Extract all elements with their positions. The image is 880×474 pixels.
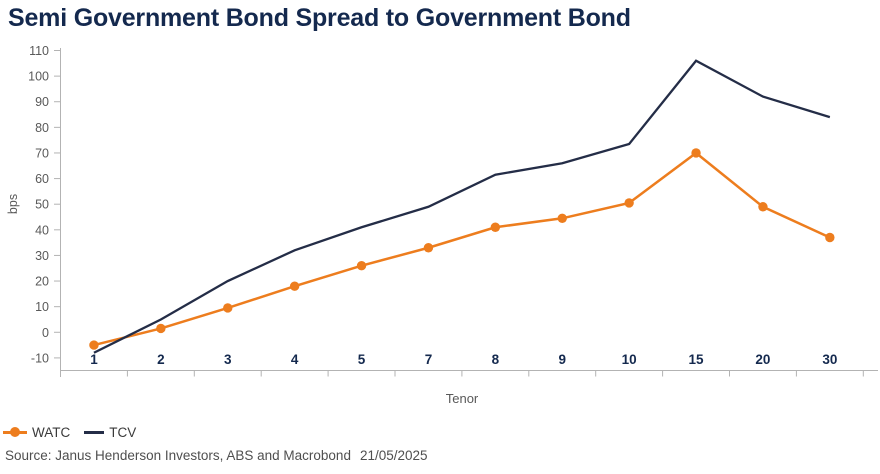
- y-tick-label-30: 30: [35, 249, 49, 263]
- legend-label-tcv: TCV: [109, 424, 137, 440]
- y-tick-label-10: 10: [35, 300, 49, 314]
- watc-line: [93, 151, 831, 347]
- x-tick-label-2: 2: [157, 352, 165, 367]
- watc-point-15: [691, 148, 701, 158]
- y-tick-label-20: 20: [35, 275, 49, 289]
- watc-point-9: [557, 213, 567, 223]
- y-tick-label-110: 110: [29, 44, 49, 58]
- watc-line-dot-icon: [3, 427, 27, 437]
- y-axis-title: bps: [6, 194, 20, 214]
- source-attribution: Source: Janus Henderson Investors, ABS a…: [5, 448, 428, 463]
- y-tick-label-80: 80: [35, 121, 49, 135]
- x-tick-label-8: 8: [492, 352, 500, 367]
- y-tick-label-60: 60: [35, 172, 49, 186]
- x-tick-label-15: 15: [689, 352, 705, 367]
- chart-legend: WATC TCV: [3, 423, 136, 441]
- x-tick-label-10: 10: [622, 352, 637, 367]
- watc-point-20: [758, 202, 768, 212]
- tcv-line-icon: [84, 430, 105, 434]
- chart-dynamic-layer: -10 0 10 20 30 40 50 60 70 80 90 100 110 1 2 3 4 5 7 8 9 10 15…: [28, 44, 864, 377]
- x-tick-label-4: 4: [291, 352, 299, 367]
- watc-point-3: [223, 303, 233, 313]
- y-tick-label-40: 40: [35, 223, 49, 237]
- chart-title: Semi Government Bond Spread to Governmen…: [8, 4, 631, 32]
- watc-dot-icon: [10, 427, 20, 437]
- y-tick-label-70: 70: [35, 146, 49, 160]
- watc-point-7: [423, 243, 434, 253]
- y-tick-label-100: 100: [28, 70, 49, 84]
- watc-point-10: [624, 198, 634, 208]
- x-tick-label-9: 9: [558, 352, 566, 367]
- y-tick-label-0: 0: [42, 326, 49, 340]
- legend-label-watc: WATC: [32, 424, 71, 440]
- y-tick-label-90: 90: [35, 95, 49, 109]
- tcv-line: [93, 59, 831, 354]
- y-tick-label-50: 50: [35, 198, 49, 212]
- watc-point-5: [356, 260, 367, 271]
- x-tick-label-7: 7: [425, 352, 433, 367]
- source-text: Source: Janus Henderson Investors, ABS a…: [5, 448, 351, 463]
- watc-point-1: [89, 340, 99, 350]
- y-tick-label--10: -10: [31, 351, 49, 365]
- x-tick-label-30: 30: [822, 352, 837, 367]
- x-tick-label-5: 5: [358, 352, 366, 367]
- watc-point-4: [289, 281, 300, 291]
- x-tick-label-1: 1: [90, 352, 98, 367]
- x-axis-title: Tenor: [446, 391, 479, 406]
- watc-point-2: [156, 323, 166, 334]
- x-tick-label-3: 3: [224, 352, 232, 367]
- watc-point-8: [490, 222, 501, 232]
- watc-point-30: [825, 232, 835, 243]
- chart-canvas: bps Tenor -10 0 10 20 30 40 50 60 70 80 90 100 110 1 2…: [6, 44, 878, 406]
- source-date: 21/05/2025: [359, 448, 428, 463]
- x-tick-label-20: 20: [755, 352, 770, 367]
